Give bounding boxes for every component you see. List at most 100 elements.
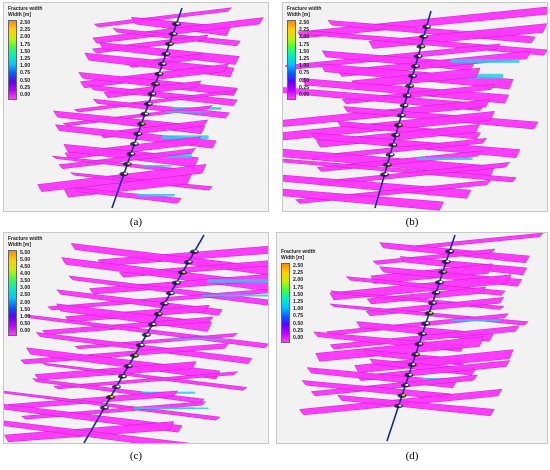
fracture-plane [315,336,484,362]
fracture-plane [130,16,231,36]
tick-label: 0.75 [20,70,31,77]
panel-a: Fracture width Width [m] 2.50 2.25 2.00 1.7… [3,2,269,212]
legend-title: Fracture width [8,236,43,242]
perforation-highlight [158,72,162,75]
tick-label: 3.50 [20,278,31,285]
perforation-cluster [111,384,121,390]
tick-label: 0.00 [293,334,304,341]
caption-a: (a) [129,216,143,228]
legend-unit: Width [m] [287,12,311,18]
perforation-highlight [401,113,405,116]
perforation-highlight [134,354,138,357]
caption-d: (d) [405,450,419,462]
tick-label: 2.50 [20,20,31,26]
fracture-plane [26,347,221,380]
perforation-cluster [417,331,427,337]
tick-label: 0.25 [299,84,310,91]
legend-title: Fracture width [287,6,322,12]
tick-label: 2.25 [293,270,304,277]
tick-label: 4.50 [20,264,31,271]
perforation-highlight [415,64,419,67]
tick-list: 5.50 5.00 4.50 4.00 3.50 3.00 2.50 2.00 1.50 1.00… [20,250,30,334]
perforation-cluster [394,123,404,128]
perforation-cluster [434,280,444,285]
perforation-highlight [418,54,422,57]
tick-label: 0.50 [20,320,31,327]
perforation-highlight [418,342,423,345]
perforation-cluster [380,172,390,177]
perforation-highlight [137,132,141,135]
perforation-cluster [404,372,414,378]
wide-fracture-zone [133,407,196,410]
perforation-cluster [438,269,448,275]
perforation-highlight [116,385,120,388]
perforation-cluster [157,61,167,67]
perforation-highlight [401,394,406,397]
wide-fracture-zone [207,279,267,283]
perforation-highlight [426,25,430,28]
fracture-plane [58,148,197,170]
perforation-cluster [168,31,178,37]
perforation-highlight [398,123,402,126]
perforation-cluster [424,311,434,316]
perforation-highlight [110,395,114,398]
color-scale-bar [8,20,17,100]
perforation-cluster [421,321,431,326]
perforation-highlight [412,363,416,366]
fracture-plot-d [299,233,544,442]
wide-fracture-zone [416,157,473,161]
perforation-cluster [135,343,145,348]
perforation-cluster [400,383,410,388]
tick-label: 0.00 [20,327,31,334]
perforation-highlight [172,32,176,35]
tick-label: 0.00 [299,91,310,98]
tick-label: 0.00 [20,91,31,98]
panel-d: Fracture width Width [m] 2.50 2.25 2.00 1.7… [276,232,548,444]
legend-unit: Width [m] [8,242,32,248]
perforation-highlight [392,143,397,146]
caption-c: (c) [129,450,143,462]
perforation-cluster [126,151,136,157]
perforation-highlight [176,22,180,25]
tick-label: 1.25 [293,298,304,305]
tick-list: 2.50 2.25 2.00 1.75 1.50 1.25 1.00 0.75 0.50 0.25… [293,263,303,341]
perforation-cluster [405,83,415,89]
perforation-highlight [169,42,173,45]
fracture-plot-c [4,234,268,443]
fracture-plane [283,174,472,199]
perforation-highlight [123,172,127,175]
perforation-highlight [425,322,429,325]
perforation-cluster [133,131,143,137]
perforation-highlight [412,74,416,77]
fracture-plane [47,288,268,311]
perforation-cluster [391,132,401,138]
fracture-plane [354,349,514,374]
tick-label: 1.00 [20,313,31,320]
perforation-cluster [399,103,409,108]
fracture-plane [68,275,268,306]
perforation-highlight [429,311,433,314]
color-scale-bar [8,250,17,336]
perforation-highlight [387,163,391,166]
perforation-cluster [129,353,139,358]
fracture-plot-a [37,7,264,209]
perforation-cluster [177,270,187,275]
perforation-highlight [442,270,446,273]
perforation-highlight [134,142,138,145]
perforation-cluster [445,249,455,254]
perforation-cluster [99,405,109,410]
tick-label: 3.00 [20,285,31,292]
tick-label: 2.50 [293,263,304,269]
perforation-cluster [183,259,193,265]
perforation-highlight [422,332,426,335]
fracture-plane [4,420,191,443]
legend-a: Fracture width Width [m] 2.50 2.25 2.00 1.7… [8,6,42,100]
perforation-highlight [176,281,180,284]
perforation-cluster [402,93,412,98]
perforation-highlight [182,270,186,273]
legend-d: Fracture width Width [m] 2.50 2.25 2.00 1.7… [281,249,315,343]
tick-label: 1.50 [299,48,310,55]
tick-label: 0.25 [293,327,304,334]
tick-label: 0.50 [20,77,31,84]
perforation-highlight [449,249,453,252]
